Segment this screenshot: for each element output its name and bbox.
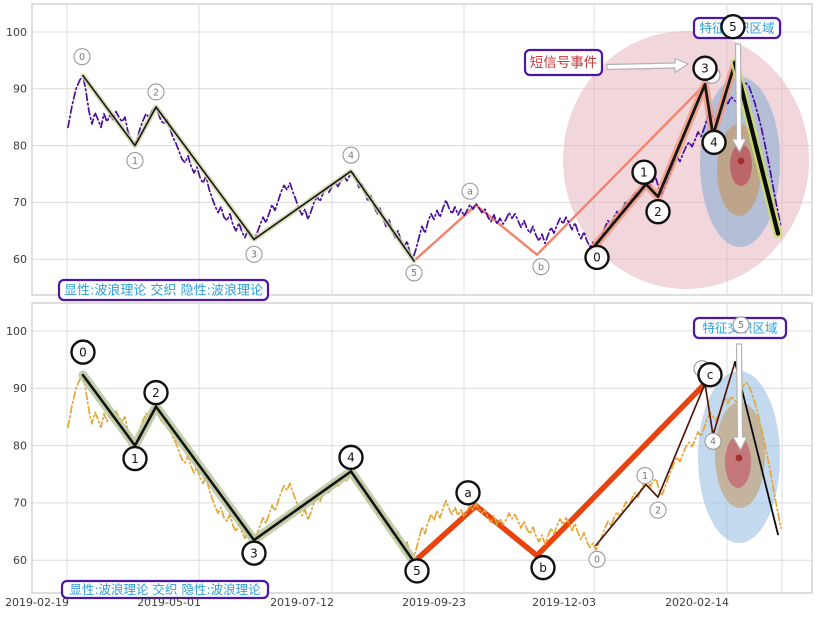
wave-circle-label-c: c: [707, 368, 714, 382]
x-tick-label: 2019-07-12: [270, 596, 334, 609]
wave-circle-label-4: 4: [347, 451, 355, 465]
wave-circle-label-1: 1: [131, 452, 139, 466]
wave-circle-label-2: 2: [654, 205, 662, 219]
wave-circle-2: [649, 501, 667, 519]
wave-circle-label-4: 4: [710, 136, 718, 150]
wave-circle-5: [405, 264, 423, 282]
wave-circle-5: [732, 316, 750, 334]
wave-circle-a: [455, 480, 481, 506]
wave-circle-label-2: 2: [153, 87, 159, 98]
wave-circle-0: [70, 339, 96, 365]
x-tick-label: 2019-02-19: [5, 596, 69, 609]
wave-circle-label-5: 5: [411, 268, 417, 279]
target-dot: [737, 157, 745, 165]
panel-note-label: 显性:波浪理论 交织 隐性:波浪理论: [69, 582, 261, 597]
wave-circle-label-0: 0: [593, 251, 601, 265]
wave-circle-label-2: 2: [655, 505, 661, 516]
wave-circle-label-4: 4: [348, 150, 354, 161]
wave-circle-4: [701, 129, 727, 156]
wave-circle-label-0: 0: [79, 52, 85, 63]
correction-wave-line: [411, 380, 708, 565]
wave-circle-1: [636, 467, 654, 485]
explicit-wave-line: [81, 373, 416, 564]
wave-circle-label-2: 2: [152, 386, 160, 400]
wave-circle-1: [122, 445, 148, 472]
wave-circle-label-a: a: [467, 187, 473, 198]
feature-zone-arrow: [730, 43, 747, 154]
wave-circle-1: [631, 159, 657, 185]
wave-circle-label-1: 1: [640, 165, 648, 179]
wave-circle-3: [692, 55, 718, 81]
y-tick-label: 60: [13, 253, 27, 266]
wave-circle-0: [588, 550, 606, 568]
wave-circle-label-1: 1: [642, 471, 648, 482]
wave-circle-c: [697, 362, 723, 388]
x-tick-label: 2019-12-03: [532, 596, 596, 609]
descent-line: [732, 60, 781, 236]
wave-circle-5: [404, 558, 430, 584]
panel-top: 10090807060短信号事件特征交织区域显性:波浪理论 交织 隐性:波浪理论…: [6, 3, 813, 302]
hidden-wave-line: [595, 361, 736, 547]
feature-zone-arrow: [731, 343, 748, 452]
explicit-wave-line: [82, 74, 415, 262]
wave-circle-label-3: 3: [250, 546, 258, 560]
feature-zone-ellipse-red: [730, 144, 752, 186]
short-signal-label-box: [523, 48, 604, 77]
target-dot: [735, 454, 743, 462]
wave-circle-5: [720, 13, 746, 40]
wave-circle-0: [73, 48, 91, 66]
x-tick-label: 2020-02-14: [665, 596, 729, 609]
wave-circle-label-3: 3: [701, 61, 709, 75]
wave-circle-label-1: 1: [132, 156, 138, 167]
wave-circle-4: [704, 432, 722, 450]
wave-circle-2: [143, 379, 169, 406]
y-tick-label: 100: [6, 325, 27, 338]
wave-circle-3: [245, 245, 263, 263]
feature-zone-ellipse-red: [725, 436, 751, 488]
wave-circle-4: [338, 444, 364, 471]
short-signal-label: 短信号事件: [530, 55, 598, 71]
wave-circle-label-5: 5: [729, 20, 737, 34]
wave-circle-label-5: 5: [413, 564, 421, 578]
wave-circle-b: [532, 258, 550, 276]
wave-circle-1: [126, 152, 144, 170]
price-line: [67, 374, 782, 560]
panel-bottom: 10090807060特征交织区域显性:波浪理论 交织 隐性:波浪理论01234…: [6, 302, 813, 600]
y-tick-label: 100: [6, 26, 27, 39]
y-tick-label: 80: [13, 139, 27, 152]
y-tick-label: 70: [13, 196, 27, 209]
panel-note-label: 显性:波浪理论 交织 隐性:波浪理论: [64, 283, 263, 299]
wave-circle-label-0: 0: [79, 345, 87, 359]
wave-circle-label-a: a: [464, 486, 471, 500]
wave-circle-2: [147, 83, 165, 101]
short-signal-arrow: [606, 57, 690, 74]
wave-circle-label-0: 0: [594, 555, 600, 566]
wave-circle-label-3: 3: [251, 250, 257, 261]
wave-circle-label-b: b: [538, 262, 544, 273]
wave-circle-2: [645, 199, 671, 225]
plot-frame: [31, 302, 813, 594]
wave-circle-label-5: 5: [738, 320, 744, 331]
x-tick-label: 2019-05-01: [137, 596, 201, 609]
x-tick-label: 2019-09-23: [402, 596, 466, 609]
y-tick-label: 80: [13, 439, 27, 452]
correction-wave-line: [412, 83, 707, 263]
y-tick-label: 60: [13, 554, 27, 567]
panel-note-label-box: [60, 579, 270, 600]
wave-circle-label-4: 4: [710, 437, 716, 448]
y-tick-label: 90: [13, 83, 27, 96]
panel-note-label-box: [57, 278, 270, 302]
y-tick-label: 90: [13, 382, 27, 395]
wave-circle-0: [584, 244, 610, 271]
hidden-wave-line: [594, 61, 737, 246]
wave-circle-b: [530, 554, 556, 581]
y-tick-label: 70: [13, 497, 27, 510]
wave-circle-4: [342, 146, 360, 164]
wave-circle-label-b: b: [539, 561, 547, 575]
wave-circle-3: [241, 540, 267, 566]
wave-circle-a: [461, 182, 479, 200]
